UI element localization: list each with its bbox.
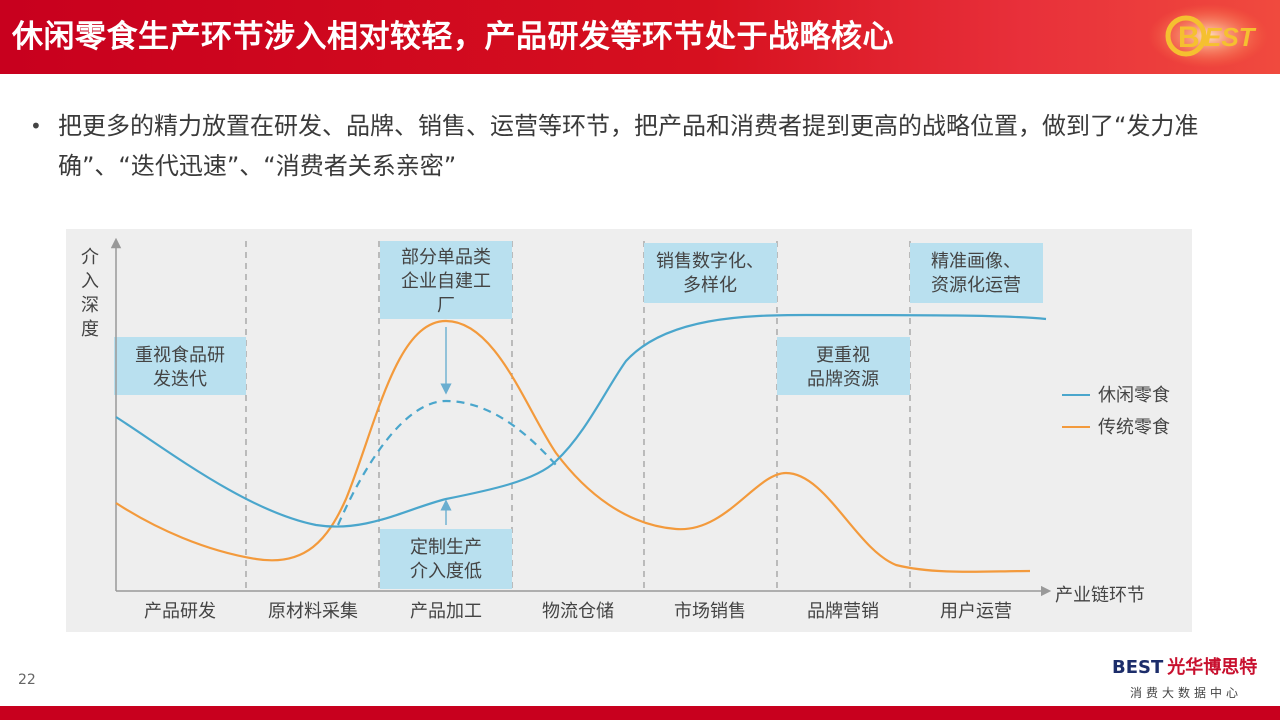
annotation-factory-line1: 部分单品类: [401, 247, 491, 268]
footer-subtitle: 消费大数据中心: [1130, 686, 1243, 700]
annotation-box-factory: [380, 241, 512, 319]
annotation-sales-line1: 销售数字化、: [656, 251, 764, 272]
annotation-ops-line1: 精准画像、: [931, 251, 1021, 272]
annotation-box-rd: [114, 337, 246, 395]
axes: [110, 237, 1052, 597]
footer-brand: BEST 光华博思特: [1112, 656, 1257, 680]
series-line-leisure: [115, 313, 1047, 528]
annotation-box-ops: [910, 243, 1043, 303]
y-axis-label-char-1: 介: [81, 247, 99, 268]
annotation-box-sales: [644, 243, 777, 303]
annotation-brand-line1: 更重视: [816, 345, 870, 366]
annotation-custom-line2: 介入度低: [410, 561, 482, 582]
annotation-brand-line2: 品牌资源: [807, 369, 879, 390]
category-label-7: 用户运营: [940, 601, 1012, 622]
footer-brand-en: BEST: [1112, 657, 1164, 678]
page-number: 22: [18, 672, 36, 688]
bullet-dot-icon: •: [30, 114, 42, 138]
annotation-sales-line2: 多样化: [683, 275, 737, 296]
svg-text:EST: EST: [1204, 22, 1257, 52]
category-label-1: 产品研发: [144, 601, 216, 622]
best-logo-icon: B EST: [1148, 4, 1268, 68]
category-label-5: 市场销售: [674, 601, 746, 622]
y-axis-label-char-3: 深: [81, 295, 99, 316]
annotation-rd-line2: 发迭代: [153, 369, 207, 390]
category-label-6: 品牌营销: [807, 601, 879, 622]
annotation-custom-line1: 定制生产: [410, 537, 482, 558]
bullet-text: 把更多的精力放置在研发、品牌、销售、运营等环节，把产品和消费者提到更高的战略位置…: [58, 112, 1199, 180]
annotation-ops-line2: 资源化运营: [931, 275, 1021, 296]
annotation-factory-line2: 企业自建工: [401, 271, 491, 292]
footer-brand-cn: 光华博思特: [1167, 657, 1258, 678]
page-title: 休闲零食生产环节涉入相对较轻，产品研发等环节处于战略核心: [12, 19, 894, 55]
svg-text:B: B: [1178, 21, 1200, 54]
series-line-traditional: [115, 319, 1031, 573]
x-axis-label: 产业链环节: [1055, 585, 1145, 606]
industry-chain-chart: 重视食品研 发迭代 部分单品类 企业自建工 厂 定制生产 介入度低 销售数字化、…: [81, 237, 1170, 622]
legend-label-leisure: 休闲零食: [1098, 385, 1170, 406]
legend: 休闲零食 传统零食: [1062, 385, 1170, 438]
annotation-box-brand: [777, 337, 910, 395]
annotation-boxes: [114, 241, 1043, 589]
category-label-3: 产品加工: [410, 601, 482, 622]
y-axis-label-char-2: 入: [81, 271, 99, 292]
header-bar: 休闲零食生产环节涉入相对较轻，产品研发等环节处于战略核心 B EST: [0, 0, 1280, 74]
bottom-bar: [0, 706, 1280, 720]
category-label-4: 物流仓储: [542, 601, 614, 622]
stage-separators: [245, 241, 911, 591]
y-axis-label-char-4: 度: [81, 319, 99, 340]
annotation-factory-line3: 厂: [437, 295, 455, 316]
series-line-leisure-dashed: [336, 399, 557, 526]
category-label-2: 原材料采集: [268, 601, 358, 622]
annotation-box-custom: [380, 529, 512, 589]
legend-label-traditional: 传统零食: [1098, 417, 1170, 438]
chart-panel: 重视食品研 发迭代 部分单品类 企业自建工 厂 定制生产 介入度低 销售数字化、…: [66, 229, 1192, 632]
annotation-rd-line1: 重视食品研: [135, 345, 225, 366]
